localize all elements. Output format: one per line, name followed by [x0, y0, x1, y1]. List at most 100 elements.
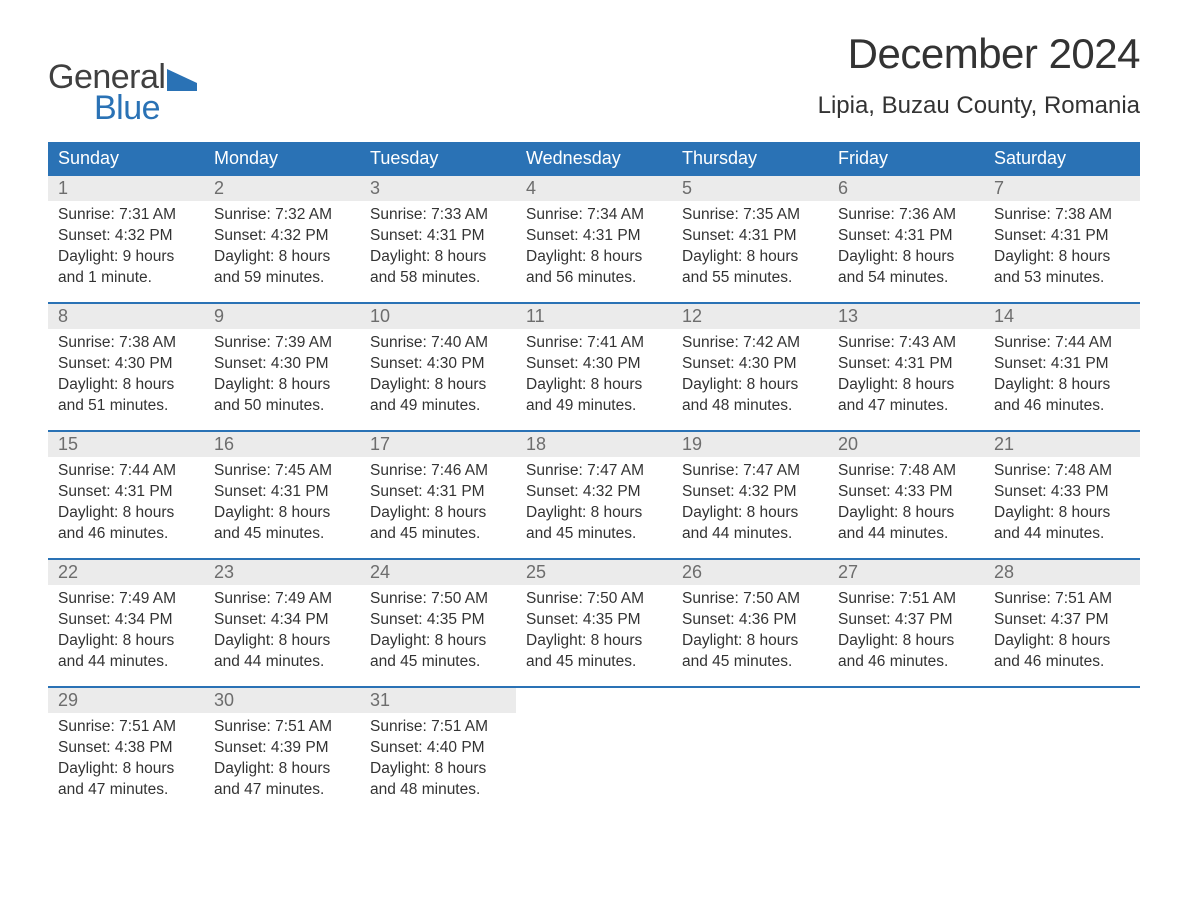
daylight-line1: Daylight: 8 hours: [58, 631, 194, 652]
daylight-line2: and 46 minutes.: [58, 524, 194, 545]
day-header-sunday: Sunday: [48, 148, 204, 169]
day-cell: 29Sunrise: 7:51 AMSunset: 4:38 PMDayligh…: [48, 688, 204, 814]
daylight-line2: and 55 minutes.: [682, 268, 818, 289]
daylight-line2: and 44 minutes.: [58, 652, 194, 673]
day-header-row: Sunday Monday Tuesday Wednesday Thursday…: [48, 142, 1140, 174]
day-cell: 25Sunrise: 7:50 AMSunset: 4:35 PMDayligh…: [516, 560, 672, 686]
daylight-line1: Daylight: 8 hours: [370, 503, 506, 524]
daylight-line1: Daylight: 8 hours: [994, 375, 1130, 396]
day-header-thursday: Thursday: [672, 148, 828, 169]
day-number: 11: [516, 304, 672, 329]
day-body: Sunrise: 7:48 AMSunset: 4:33 PMDaylight:…: [984, 457, 1140, 545]
daylight-line2: and 45 minutes.: [682, 652, 818, 673]
day-body: Sunrise: 7:43 AMSunset: 4:31 PMDaylight:…: [828, 329, 984, 417]
day-number: 6: [828, 176, 984, 201]
day-body: Sunrise: 7:40 AMSunset: 4:30 PMDaylight:…: [360, 329, 516, 417]
daylight-line2: and 48 minutes.: [682, 396, 818, 417]
sunrise-text: Sunrise: 7:49 AM: [214, 589, 350, 610]
day-body: Sunrise: 7:33 AMSunset: 4:31 PMDaylight:…: [360, 201, 516, 289]
day-number: 18: [516, 432, 672, 457]
daylight-line2: and 51 minutes.: [58, 396, 194, 417]
daylight-line2: and 50 minutes.: [214, 396, 350, 417]
day-cell: 7Sunrise: 7:38 AMSunset: 4:31 PMDaylight…: [984, 176, 1140, 302]
sunset-text: Sunset: 4:32 PM: [214, 226, 350, 247]
day-cell: 4Sunrise: 7:34 AMSunset: 4:31 PMDaylight…: [516, 176, 672, 302]
daylight-line2: and 44 minutes.: [994, 524, 1130, 545]
sunset-text: Sunset: 4:30 PM: [526, 354, 662, 375]
day-header-friday: Friday: [828, 148, 984, 169]
day-cell: [516, 688, 672, 814]
daylight-line2: and 48 minutes.: [370, 780, 506, 801]
day-cell: [828, 688, 984, 814]
sunrise-text: Sunrise: 7:42 AM: [682, 333, 818, 354]
daylight-line1: Daylight: 8 hours: [838, 503, 974, 524]
week-row: 22Sunrise: 7:49 AMSunset: 4:34 PMDayligh…: [48, 558, 1140, 686]
sunrise-text: Sunrise: 7:51 AM: [58, 717, 194, 738]
sunrise-text: Sunrise: 7:51 AM: [994, 589, 1130, 610]
daylight-line1: Daylight: 8 hours: [994, 503, 1130, 524]
day-body: Sunrise: 7:51 AMSunset: 4:37 PMDaylight:…: [984, 585, 1140, 673]
day-number: 30: [204, 688, 360, 713]
sunrise-text: Sunrise: 7:43 AM: [838, 333, 974, 354]
daylight-line2: and 45 minutes.: [370, 652, 506, 673]
sunset-text: Sunset: 4:31 PM: [838, 354, 974, 375]
day-body: Sunrise: 7:39 AMSunset: 4:30 PMDaylight:…: [204, 329, 360, 417]
day-number: 3: [360, 176, 516, 201]
sunrise-text: Sunrise: 7:50 AM: [526, 589, 662, 610]
calendar: Sunday Monday Tuesday Wednesday Thursday…: [48, 142, 1140, 814]
sunset-text: Sunset: 4:40 PM: [370, 738, 506, 759]
sunset-text: Sunset: 4:30 PM: [682, 354, 818, 375]
daylight-line2: and 44 minutes.: [214, 652, 350, 673]
daylight-line2: and 47 minutes.: [58, 780, 194, 801]
sunset-text: Sunset: 4:31 PM: [994, 226, 1130, 247]
day-body: Sunrise: 7:41 AMSunset: 4:30 PMDaylight:…: [516, 329, 672, 417]
daylight-line1: Daylight: 8 hours: [682, 247, 818, 268]
daylight-line1: Daylight: 8 hours: [682, 375, 818, 396]
sunrise-text: Sunrise: 7:50 AM: [370, 589, 506, 610]
daylight-line1: Daylight: 8 hours: [682, 631, 818, 652]
sunset-text: Sunset: 4:37 PM: [838, 610, 974, 631]
day-number: 12: [672, 304, 828, 329]
sunset-text: Sunset: 4:34 PM: [214, 610, 350, 631]
day-number: 9: [204, 304, 360, 329]
day-cell: 21Sunrise: 7:48 AMSunset: 4:33 PMDayligh…: [984, 432, 1140, 558]
day-cell: 20Sunrise: 7:48 AMSunset: 4:33 PMDayligh…: [828, 432, 984, 558]
day-body: Sunrise: 7:51 AMSunset: 4:39 PMDaylight:…: [204, 713, 360, 801]
daylight-line2: and 44 minutes.: [838, 524, 974, 545]
day-body: Sunrise: 7:42 AMSunset: 4:30 PMDaylight:…: [672, 329, 828, 417]
day-body: Sunrise: 7:35 AMSunset: 4:31 PMDaylight:…: [672, 201, 828, 289]
day-body: Sunrise: 7:31 AMSunset: 4:32 PMDaylight:…: [48, 201, 204, 289]
sunset-text: Sunset: 4:30 PM: [214, 354, 350, 375]
day-number: 2: [204, 176, 360, 201]
day-body: Sunrise: 7:51 AMSunset: 4:38 PMDaylight:…: [48, 713, 204, 801]
day-number: 5: [672, 176, 828, 201]
day-number: 1: [48, 176, 204, 201]
daylight-line1: Daylight: 8 hours: [370, 247, 506, 268]
sunset-text: Sunset: 4:30 PM: [370, 354, 506, 375]
day-body: Sunrise: 7:48 AMSunset: 4:33 PMDaylight:…: [828, 457, 984, 545]
header: General Blue December 2024 Lipia, Buzau …: [48, 30, 1140, 128]
day-cell: 17Sunrise: 7:46 AMSunset: 4:31 PMDayligh…: [360, 432, 516, 558]
day-number: 16: [204, 432, 360, 457]
daylight-line1: Daylight: 8 hours: [214, 631, 350, 652]
daylight-line2: and 44 minutes.: [682, 524, 818, 545]
day-body: Sunrise: 7:44 AMSunset: 4:31 PMDaylight:…: [48, 457, 204, 545]
sunrise-text: Sunrise: 7:34 AM: [526, 205, 662, 226]
sunset-text: Sunset: 4:31 PM: [682, 226, 818, 247]
sunrise-text: Sunrise: 7:44 AM: [994, 333, 1130, 354]
sunrise-text: Sunrise: 7:49 AM: [58, 589, 194, 610]
sunset-text: Sunset: 4:32 PM: [682, 482, 818, 503]
week-row: 29Sunrise: 7:51 AMSunset: 4:38 PMDayligh…: [48, 686, 1140, 814]
daylight-line2: and 45 minutes.: [214, 524, 350, 545]
day-body: Sunrise: 7:36 AMSunset: 4:31 PMDaylight:…: [828, 201, 984, 289]
sunset-text: Sunset: 4:32 PM: [58, 226, 194, 247]
daylight-line1: Daylight: 8 hours: [58, 759, 194, 780]
day-number: 26: [672, 560, 828, 585]
day-cell: 6Sunrise: 7:36 AMSunset: 4:31 PMDaylight…: [828, 176, 984, 302]
day-cell: 26Sunrise: 7:50 AMSunset: 4:36 PMDayligh…: [672, 560, 828, 686]
sunrise-text: Sunrise: 7:50 AM: [682, 589, 818, 610]
title-block: December 2024 Lipia, Buzau County, Roman…: [818, 30, 1140, 120]
sunrise-text: Sunrise: 7:47 AM: [526, 461, 662, 482]
daylight-line1: Daylight: 8 hours: [526, 375, 662, 396]
day-body: Sunrise: 7:51 AMSunset: 4:40 PMDaylight:…: [360, 713, 516, 801]
